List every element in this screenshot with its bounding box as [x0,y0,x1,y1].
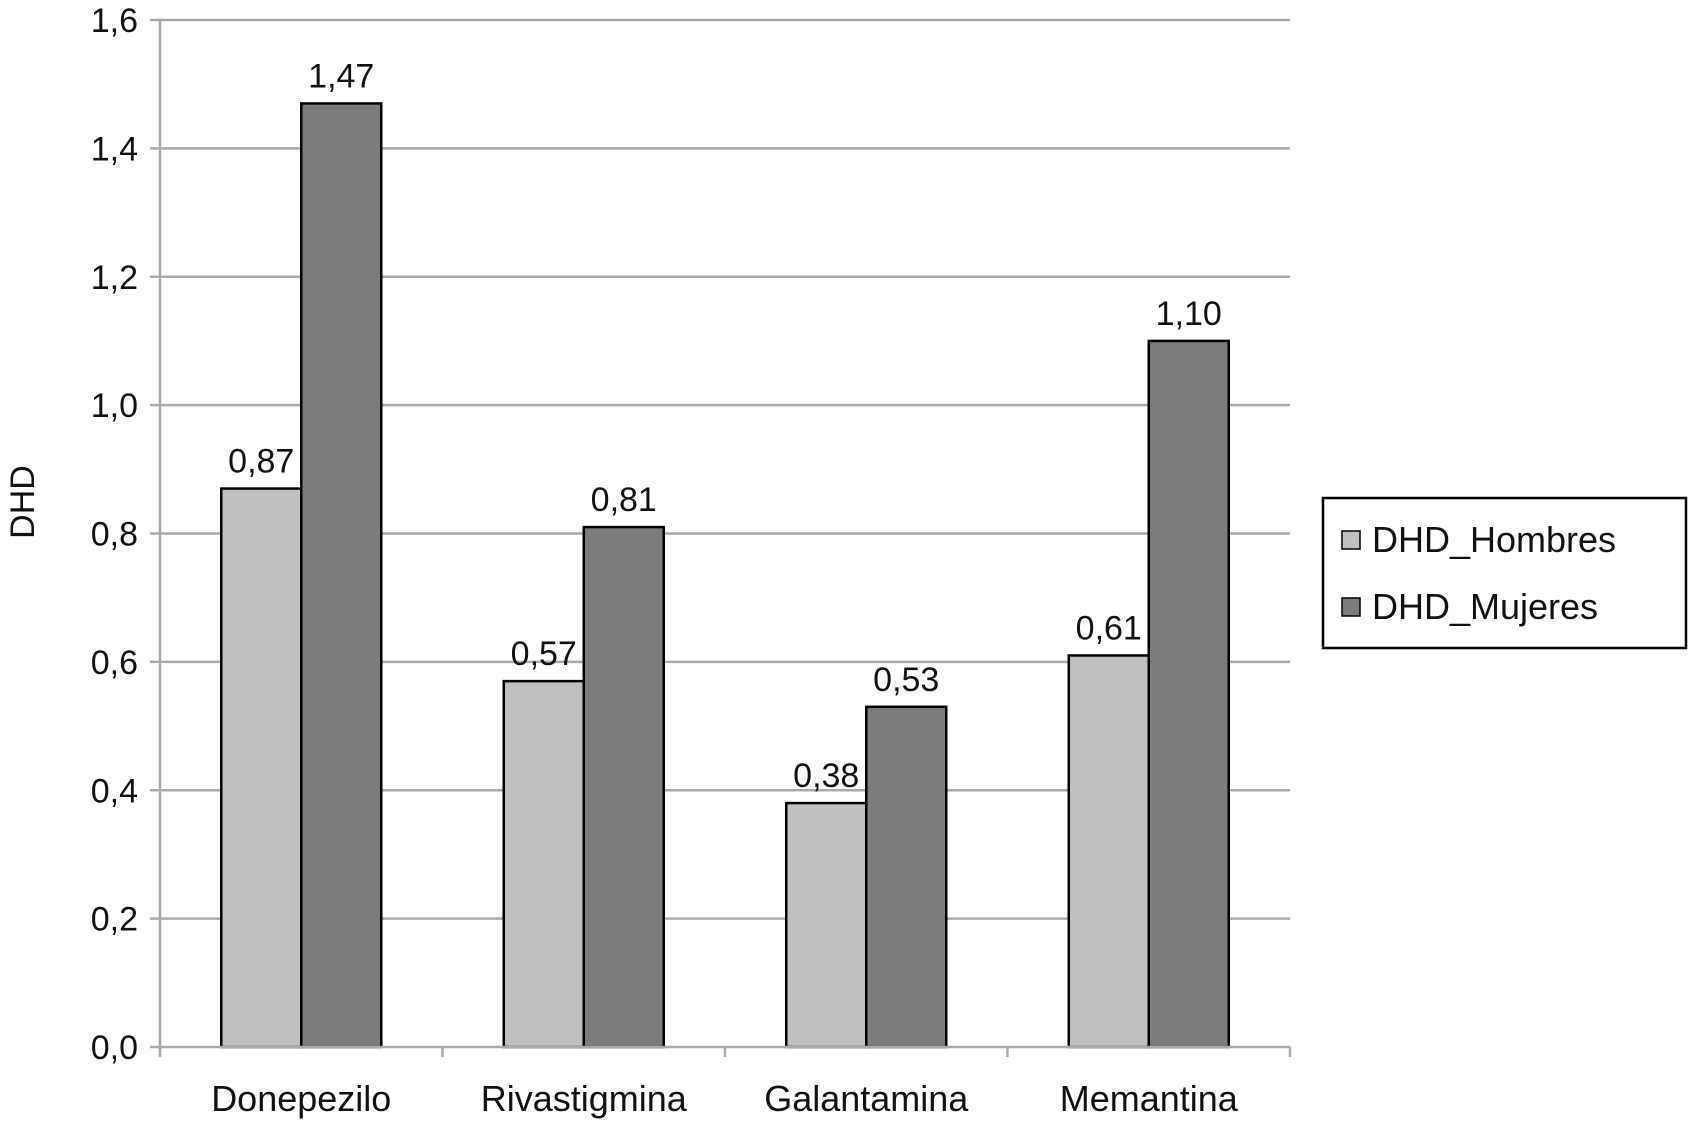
data-label: 0,87 [228,443,294,481]
bar-dhd-hombres [785,801,868,1049]
labels: 0,0 0,2 0,4 0,6 0,8 1,0 1,2 1,4 1,6 0,87 1,47 Donep… [91,2,1239,1119]
y-tick-label: 0,2 [91,901,138,939]
bar-dhd-mujeres [1147,339,1230,1049]
data-label: 0,61 [1076,609,1142,647]
data-label: 0,53 [873,661,939,699]
bar-dhd-hombres [1067,654,1150,1049]
x-category-label: Galantamina [764,1078,969,1119]
y-tick-label: 0,6 [91,644,138,682]
legend-swatch [1341,530,1361,550]
legend: DHD_Hombres DHD_Mujeres [1321,496,1688,650]
data-label: 0,57 [511,635,577,673]
y-tick-label: 1,2 [91,259,138,297]
legend-label: DHD_Hombres [1372,519,1616,560]
data-label: 0,38 [793,757,859,795]
bar-dhd-hombres [220,487,303,1049]
data-label: 1,47 [308,57,374,95]
y-tick-label: 0,0 [91,1029,138,1067]
bar-dhd-mujeres [300,102,383,1049]
x-category-label: Rivastigmina [481,1078,688,1119]
x-category-label: Donepezilo [211,1078,391,1119]
legend-box [1321,496,1688,650]
bar-dhd-mujeres [582,525,665,1049]
data-label: 0,81 [591,481,657,519]
y-axis-title: DHD [4,465,42,539]
data-label: 1,10 [1156,295,1222,333]
bars [220,102,1230,1049]
legend-swatch [1341,597,1361,617]
bar-dhd-hombres [502,679,585,1049]
y-tick-label: 1,6 [91,2,138,40]
y-tick-label: 1,4 [91,130,138,168]
y-tick-label: 1,0 [91,387,138,425]
y-tick-label: 0,8 [91,516,138,554]
bar-dhd-mujeres [865,705,948,1049]
legend-label: DHD_Mujeres [1372,586,1598,627]
y-tick-label: 0,4 [91,772,138,810]
axes [150,18,1292,1057]
x-category-label: Memantina [1060,1078,1239,1119]
